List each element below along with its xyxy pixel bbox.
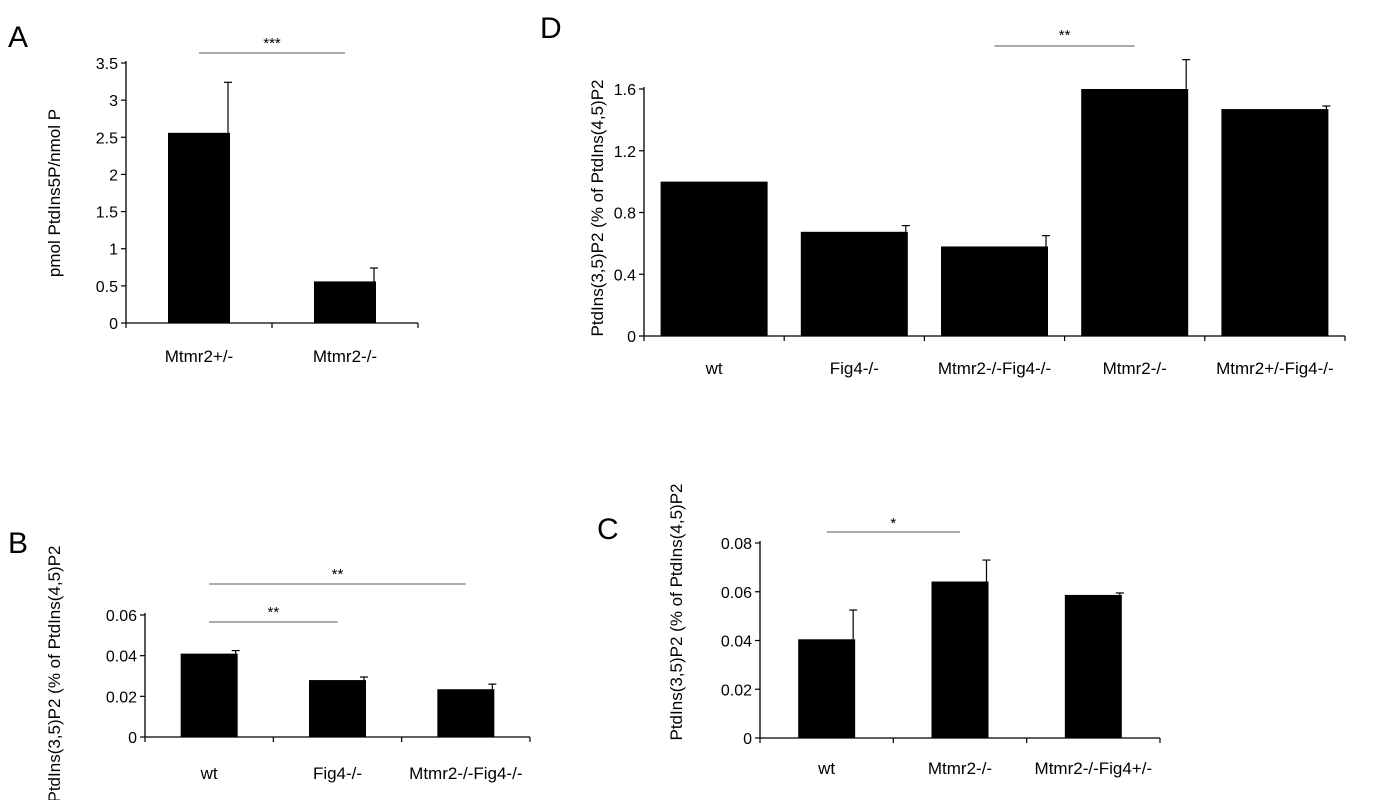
x-category-label: wt [200,764,218,783]
y-tick-label: 0.5 [96,279,118,296]
bar [1064,594,1122,738]
significance-label: * [890,515,896,532]
y-tick-label: 0.02 [721,682,752,699]
y-tick-label: 0 [743,731,752,748]
bar [798,639,856,738]
x-category-label: wt [817,759,835,778]
panel-d-chart: D PtdIns(3,5)P2 (% of PtdIns(4,5)P2 0 0.4 0.… [540,12,1346,378]
bar [180,653,238,737]
bar [1081,89,1189,336]
x-category-label: Mtmr2+/-Fig4-/- [1216,359,1334,378]
y-tick-label: 2.5 [96,130,118,147]
y-tick-label: 0.06 [721,585,752,602]
panel-b-chart: B PtdIns(3,5)P2 (% of PtdIns(4,5)P2 0 0.02 0… [8,527,531,800]
significance-label: *** [263,35,281,52]
bar [314,281,376,323]
x-category-label: Mtmr2-/-Fig4+/- [1035,759,1153,778]
y-tick-label: 1.5 [96,205,118,222]
y-tick-label: 0.04 [106,649,137,666]
y-axis-title: PtdIns(3,5)P2 (% of PtdIns(4,5)P2 [588,79,607,336]
x-category-label: Fig4-/- [830,359,879,378]
x-category-label: Mtmr2-/-Fig4-/- [938,359,1051,378]
y-tick-label: 3 [109,93,118,110]
y-tick-label: 3.5 [96,56,118,73]
y-tick-label: 0.02 [106,689,137,706]
panel-letter-b: B [8,527,28,560]
y-axis-title: PtdIns(3,5)P2 (% of PtdIns(4,5)P2 [667,483,686,740]
bar [168,132,230,323]
y-tick-label: 0.08 [721,536,752,553]
bar [437,689,495,737]
x-category-label: wt [705,359,723,378]
x-category-label: Mtmr2-/- [313,347,377,366]
y-axis-title: pmol PtdIns5P/nmol P [45,109,64,277]
bar [941,246,1048,336]
significance-label: ** [332,566,344,583]
panel-letter-a: A [8,21,28,54]
y-tick-label: 2 [109,167,118,184]
significance-label: ** [1059,27,1071,44]
y-tick-label: 0.06 [106,608,137,625]
x-category-label: Fig4-/- [313,764,362,783]
bar [931,581,989,738]
y-tick-label: 0 [627,329,636,346]
y-tick-label: 0.8 [614,206,636,223]
bar [800,231,908,336]
bar [660,181,768,336]
y-tick-label: 1.6 [614,82,636,99]
panel-c-chart: C PtdIns(3,5)P2 (% of PtdIns(4,5)P2 0 0.02 0… [597,483,1161,778]
y-axis-title: PtdIns(3,5)P2 (% of PtdIns(4,5)P2 [45,545,64,800]
y-tick-label: 0 [109,316,118,333]
bar [309,680,366,737]
bar [1221,109,1329,336]
y-tick-label: 0.4 [614,267,636,284]
panel-letter-c: C [597,513,619,546]
significance-label: ** [267,604,279,621]
y-tick-label: 1.2 [614,144,636,161]
x-category-label: Mtmr2-/-Fig4-/- [409,764,522,783]
x-category-label: Mtmr2+/- [165,347,233,366]
y-tick-label: 1 [109,242,118,259]
panel-letter-d: D [540,12,562,45]
x-category-label: Mtmr2-/- [1103,359,1167,378]
y-tick-label: 0 [128,730,137,747]
x-category-label: Mtmr2-/- [928,759,992,778]
y-tick-label: 0.04 [721,634,752,651]
